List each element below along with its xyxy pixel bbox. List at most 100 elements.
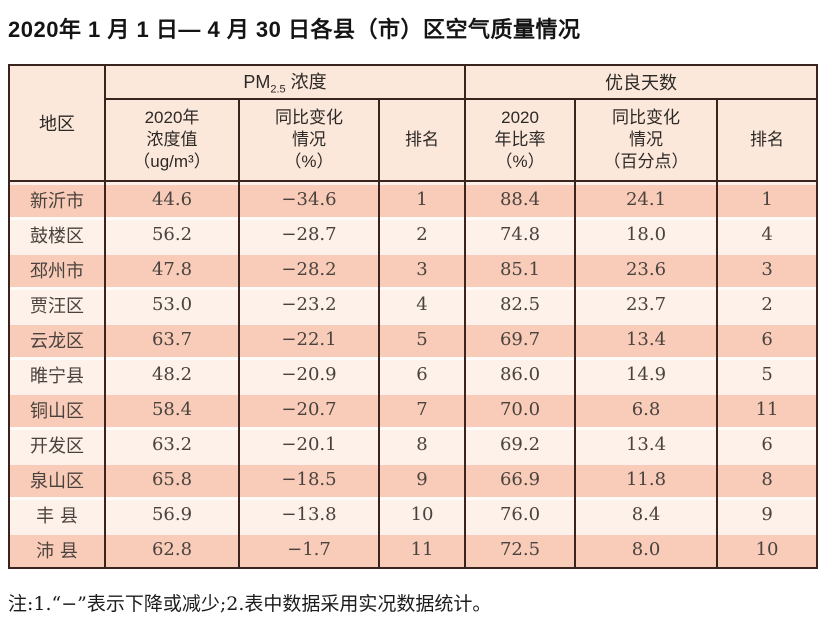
pm-value-cell: 62.8 [104, 532, 240, 568]
pm-rank-cell: 8 [377, 427, 467, 462]
pm-rank-cell: 9 [377, 462, 467, 497]
table-row: 铜山区 58.4 −20.7 7 70.0 6.8 11 [8, 392, 819, 427]
good-change-header: 同比变化 情况 （百分点） [574, 98, 719, 182]
pm-change-cell: −22.1 [238, 322, 380, 357]
table-row: 贾汪区 53.0 −23.2 4 82.5 23.7 2 [8, 287, 819, 322]
good-ratio-cell: 85.1 [464, 252, 577, 287]
pm-value-cell: 58.4 [104, 392, 240, 427]
pm-change-cell: −23.2 [238, 287, 380, 322]
good-rank-cell: 2 [716, 287, 819, 322]
region-cell: 云龙区 [8, 322, 106, 357]
good-rank-cell: 6 [716, 427, 819, 462]
good-rank-cell: 10 [716, 532, 819, 568]
good-ratio-cell: 69.2 [464, 427, 577, 462]
group-header-row: 地区 PM2.5 浓度 优良天数 [8, 64, 819, 182]
table-row: 新沂市 44.6 −34.6 1 88.4 24.1 1 [8, 181, 819, 217]
good-rank-cell: 3 [716, 252, 819, 287]
pm-change-cell: −20.7 [238, 392, 380, 427]
table-row: 开发区 63.2 −20.1 8 69.2 13.4 6 [8, 427, 819, 462]
good-change-cell: 8.0 [574, 532, 719, 568]
good-ratio-cell: 66.9 [464, 462, 577, 497]
pm-change-cell: −20.1 [238, 427, 380, 462]
good-change-cell: 23.6 [574, 252, 719, 287]
good-change-cell: 11.8 [574, 462, 719, 497]
good-ratio-cell: 88.4 [464, 181, 577, 217]
region-column-header: 地区 [8, 64, 106, 182]
good-ratio-cell: 86.0 [464, 357, 577, 392]
region-cell: 铜山区 [8, 392, 106, 427]
pm-rank-cell: 1 [377, 181, 467, 217]
pm-rank-cell: 3 [377, 252, 467, 287]
pm-value-header: 2020年 浓度值 （ug/m³） [104, 98, 240, 182]
pm-rank-cell: 7 [377, 392, 467, 427]
region-cell: 沛 县 [8, 532, 106, 568]
pm25-group-header: PM2.5 浓度 [103, 64, 467, 100]
region-cell: 邳州市 [8, 252, 106, 287]
page-title: 2020年 1 月 1 日— 4 月 30 日各县（市）区空气质量情况 [8, 17, 581, 42]
sub-header-row: 2020年 浓度值 （ug/m³） 同比变化 情况 （%） 排名 2020 年比… [9, 98, 819, 182]
good-ratio-cell: 82.5 [464, 287, 577, 322]
pm-rank-cell: 6 [377, 357, 467, 392]
good-change-cell: 18.0 [574, 217, 719, 252]
pm-rank-cell: 5 [377, 322, 467, 357]
good-days-group-header: 优良天数 [464, 64, 819, 100]
pm-change-cell: −1.7 [238, 532, 380, 568]
good-ratio-cell: 72.5 [464, 532, 577, 568]
pm-value-cell: 65.8 [104, 462, 240, 497]
pm-value-cell: 47.8 [104, 252, 240, 287]
region-cell: 贾汪区 [8, 287, 106, 322]
good-ratio-header: 2020 年比率 （%） [464, 98, 577, 182]
pm-value-cell: 44.6 [104, 181, 240, 217]
good-change-cell: 13.4 [574, 427, 719, 462]
good-ratio-cell: 70.0 [464, 392, 577, 427]
air-quality-table: 地区 PM2.5 浓度 优良天数 2020年 浓度值 （ug/m³） 同比变化 情… [8, 64, 819, 569]
pm-rank-cell: 4 [377, 287, 467, 322]
table-row: 睢宁县 48.2 −20.9 6 86.0 14.9 5 [8, 357, 819, 392]
good-change-cell: 24.1 [574, 181, 719, 217]
region-cell: 泉山区 [8, 462, 106, 497]
pm-rank-cell: 2 [377, 217, 467, 252]
region-cell: 新沂市 [8, 181, 106, 217]
pm-change-header: 同比变化 情况 （%） [238, 98, 380, 182]
pm-change-cell: −13.8 [238, 497, 380, 532]
pm-rank-cell: 10 [377, 497, 467, 532]
good-rank-header: 排名 [716, 98, 819, 182]
good-change-cell: 6.8 [574, 392, 719, 427]
pm-value-cell: 53.0 [104, 287, 240, 322]
pm25-label-subscript: 2.5 [270, 83, 286, 96]
pm-change-cell: −20.9 [238, 357, 380, 392]
good-ratio-cell: 76.0 [464, 497, 577, 532]
good-change-cell: 14.9 [574, 357, 719, 392]
region-cell: 鼓楼区 [8, 217, 106, 252]
pm-change-cell: −28.2 [238, 252, 380, 287]
good-change-cell: 13.4 [574, 322, 719, 357]
good-rank-cell: 1 [716, 181, 819, 217]
good-rank-cell: 9 [716, 497, 819, 532]
good-rank-cell: 6 [716, 322, 819, 357]
pm-value-cell: 56.2 [104, 217, 240, 252]
good-rank-cell: 11 [716, 392, 819, 427]
good-rank-cell: 5 [716, 357, 819, 392]
pm-change-cell: −28.7 [238, 217, 380, 252]
pm-rank-cell: 11 [377, 532, 467, 568]
pm-change-cell: −34.6 [238, 181, 380, 217]
region-cell: 开发区 [8, 427, 106, 462]
table-row: 泉山区 65.8 −18.5 9 66.9 11.8 8 [8, 462, 819, 497]
good-rank-cell: 4 [716, 217, 819, 252]
good-rank-cell: 8 [716, 462, 819, 497]
good-ratio-cell: 69.7 [464, 322, 577, 357]
footnote: 注:1.“−”表示下降或减少;2.表中数据采用实况数据统计。 [8, 593, 492, 615]
good-change-cell: 8.4 [574, 497, 719, 532]
good-ratio-cell: 74.8 [464, 217, 577, 252]
table-row: 鼓楼区 56.2 −28.7 2 74.8 18.0 4 [8, 217, 819, 252]
table-row: 沛 县 62.8 −1.7 11 72.5 8.0 10 [8, 532, 819, 568]
table-row: 邳州市 47.8 −28.2 3 85.1 23.6 3 [8, 252, 819, 287]
pm-value-cell: 63.2 [104, 427, 240, 462]
table-body: 新沂市 44.6 −34.6 1 88.4 24.1 1 鼓楼区 56.2 −2… [8, 181, 819, 568]
pm25-label-prefix: PM [243, 72, 271, 93]
pm-value-cell: 56.9 [104, 497, 240, 532]
region-cell: 丰 县 [8, 497, 106, 532]
table-row: 云龙区 63.7 −22.1 5 69.7 13.4 6 [8, 322, 819, 357]
pm-change-cell: −18.5 [238, 462, 380, 497]
table-row: 丰 县 56.9 −13.8 10 76.0 8.4 9 [8, 497, 819, 532]
